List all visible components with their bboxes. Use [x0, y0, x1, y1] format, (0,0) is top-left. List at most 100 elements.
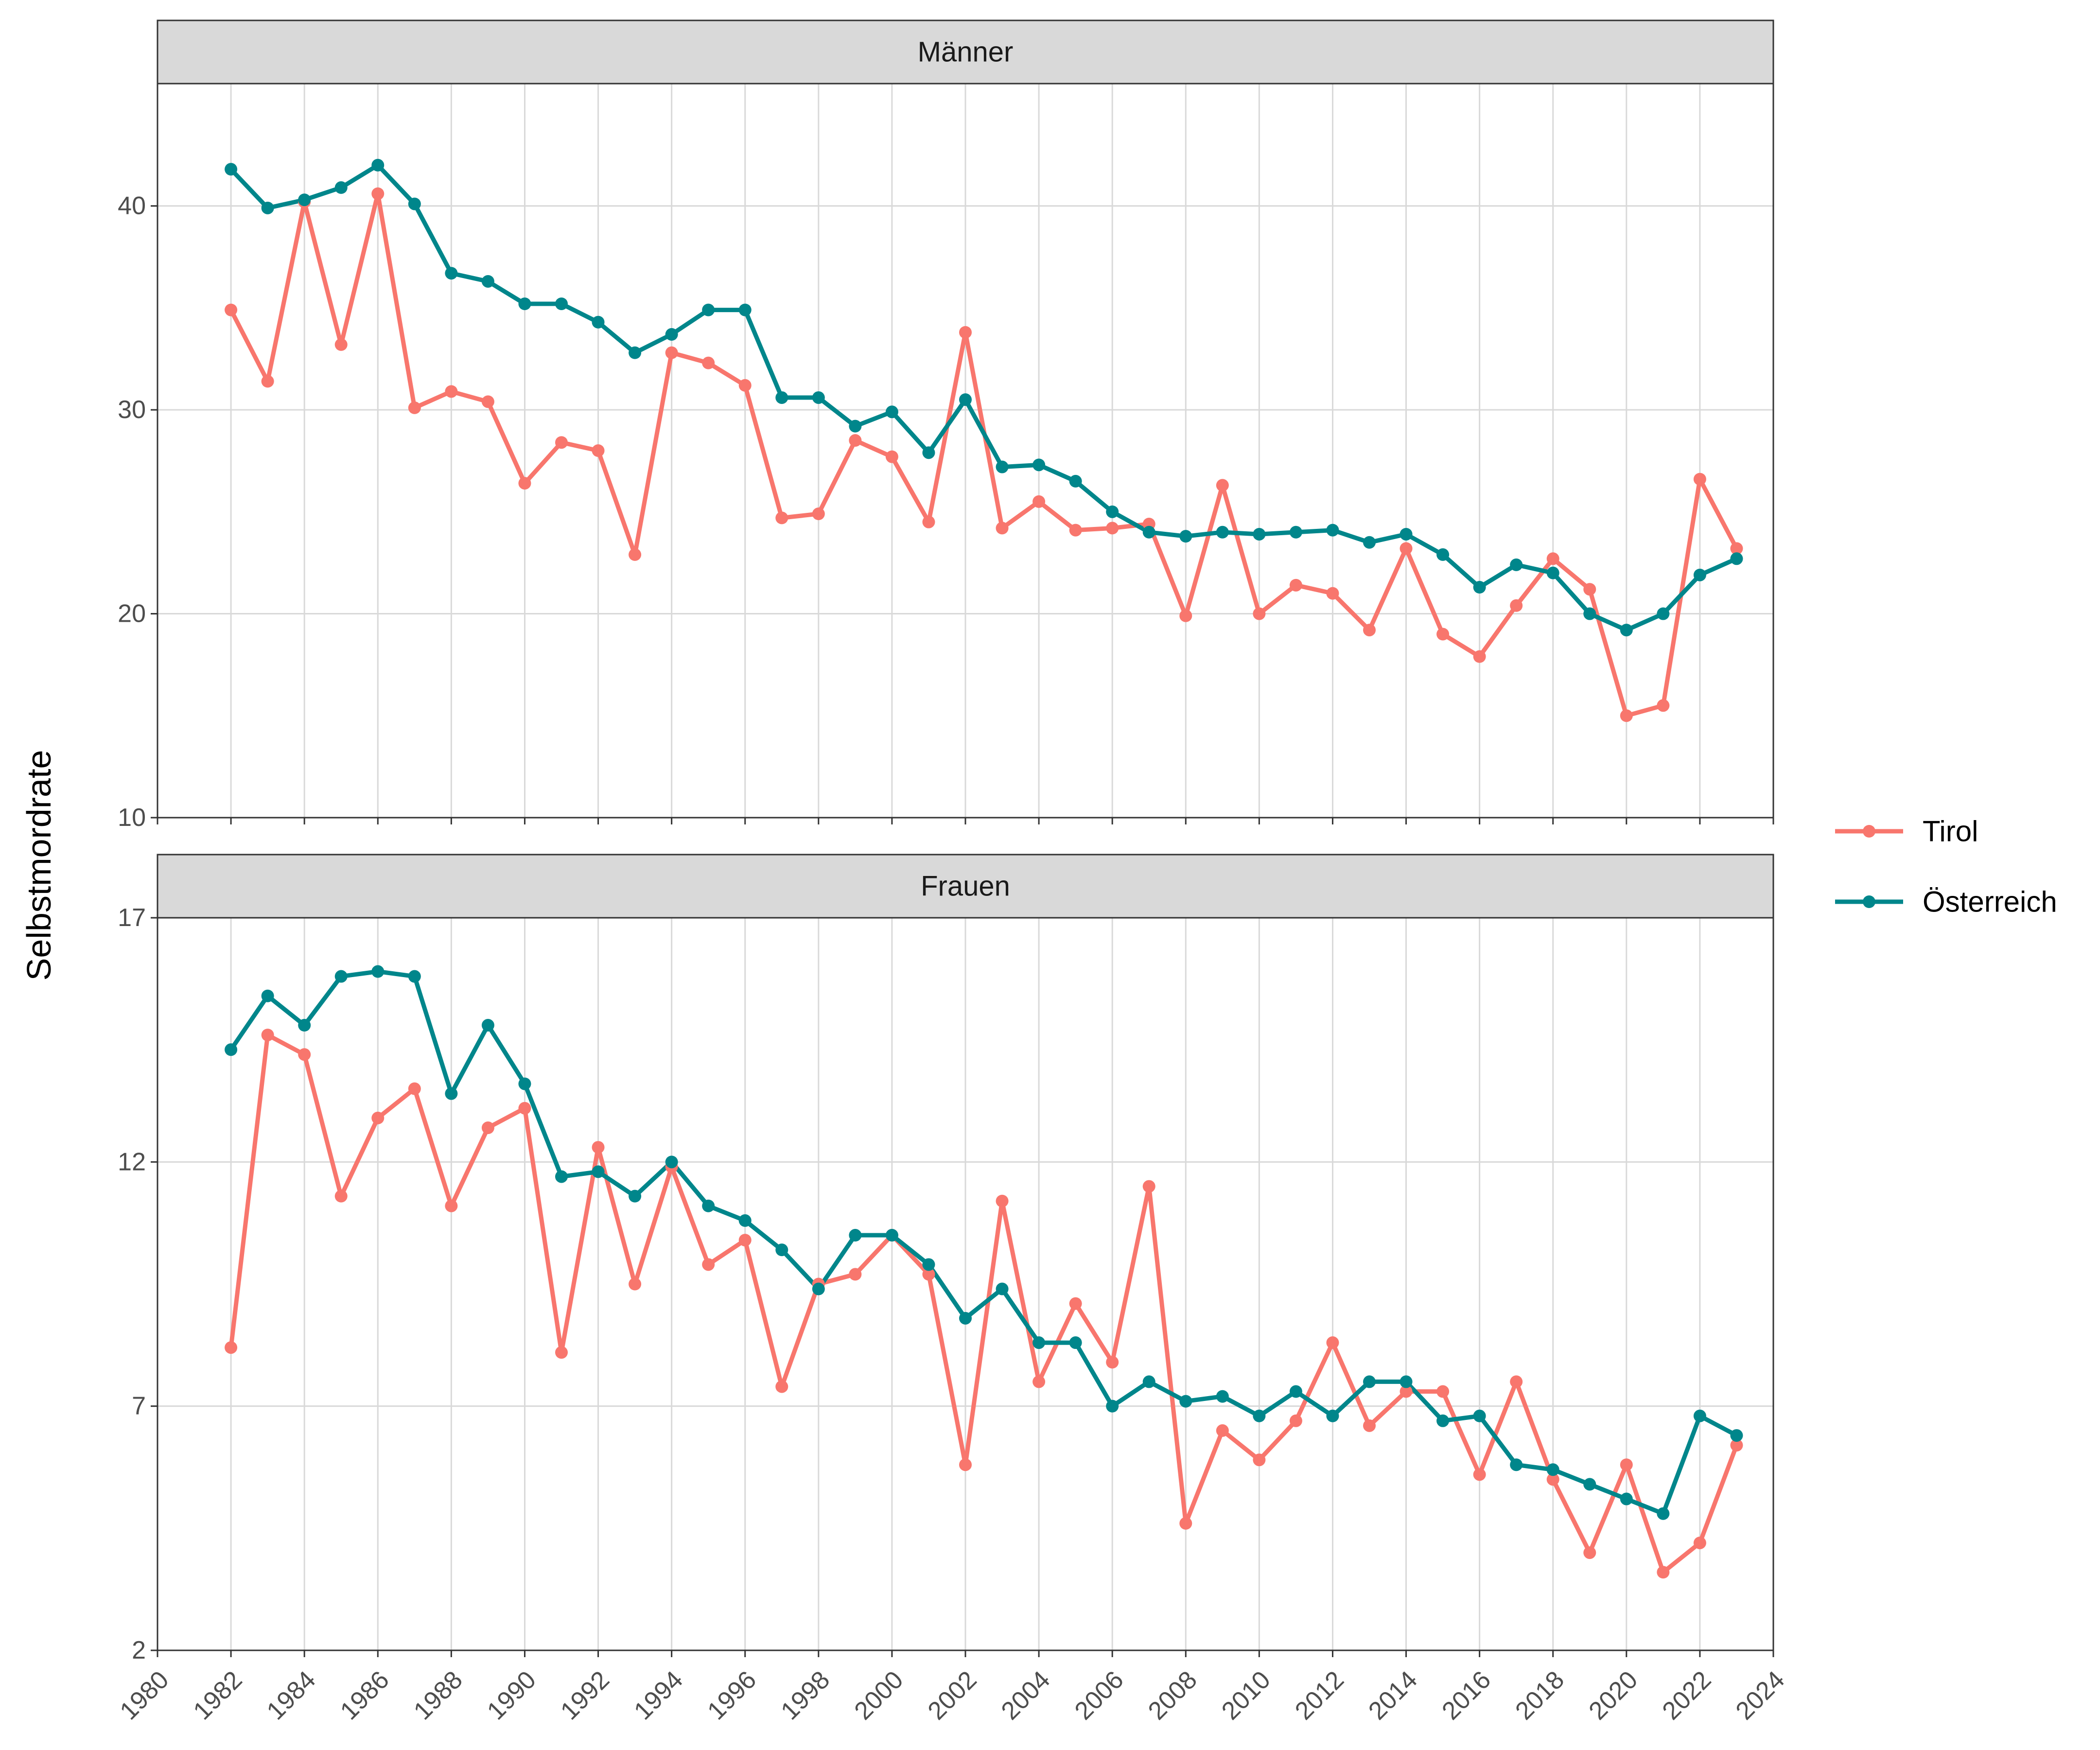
- data-point-tirol: [775, 511, 788, 525]
- data-point-oesterreich: [371, 158, 385, 172]
- data-point-tirol: [1473, 1468, 1486, 1481]
- data-point-oesterreich: [885, 1229, 898, 1242]
- legend-label-oesterreich: Österreich: [1923, 886, 2057, 918]
- data-point-oesterreich: [408, 197, 421, 210]
- data-point-oesterreich: [1142, 525, 1155, 539]
- data-point-tirol: [408, 401, 421, 414]
- x-tick-label: 1996: [702, 1665, 762, 1725]
- data-point-oesterreich: [261, 989, 274, 1002]
- x-tick-label: 2016: [1436, 1665, 1496, 1725]
- legend: Tirol Österreich: [1835, 815, 2057, 918]
- data-point-tirol: [1730, 1439, 1743, 1452]
- data-point-oesterreich: [738, 303, 752, 316]
- x-tick-label: 1992: [555, 1665, 615, 1725]
- data-point-oesterreich: [1253, 527, 1266, 541]
- data-point-oesterreich: [1583, 607, 1596, 620]
- data-point-oesterreich: [922, 446, 935, 459]
- data-point-tirol: [1326, 1336, 1339, 1349]
- data-point-tirol: [1216, 479, 1229, 492]
- x-tick-label: 2000: [849, 1665, 909, 1725]
- data-point-tirol: [555, 436, 568, 449]
- panel-maenner: Männer 10 20 30 40: [118, 19, 1774, 832]
- data-point-tirol: [481, 395, 494, 408]
- data-point-tirol: [518, 477, 531, 490]
- data-point-tirol: [1179, 1517, 1192, 1530]
- data-point-oesterreich: [1032, 458, 1046, 472]
- data-point-tirol: [1069, 1297, 1082, 1310]
- x-tick-label: 1984: [262, 1665, 321, 1725]
- data-point-tirol: [298, 1048, 311, 1061]
- x-tick-label: 2008: [1143, 1665, 1203, 1725]
- data-point-oesterreich: [1657, 607, 1670, 620]
- data-point-tirol: [922, 1268, 935, 1281]
- data-point-oesterreich: [1179, 530, 1192, 543]
- data-point-oesterreich: [665, 328, 678, 341]
- data-point-oesterreich: [225, 163, 238, 176]
- data-point-tirol: [1253, 1453, 1266, 1467]
- panel-frauen: Frauen 2 7 12 17: [118, 854, 1774, 1664]
- data-point-oesterreich: [371, 965, 385, 978]
- data-point-tirol: [629, 548, 642, 561]
- strip-maenner: [157, 19, 1774, 85]
- x-tick-label: 1980: [115, 1665, 175, 1725]
- data-point-tirol: [592, 1141, 605, 1154]
- x-tick-label: 2014: [1363, 1665, 1423, 1725]
- y-axis-maenner: 10 20 30 40: [118, 192, 158, 832]
- data-point-tirol: [261, 1029, 274, 1042]
- data-point-oesterreich: [1546, 1463, 1559, 1476]
- x-tick-label: 1982: [188, 1665, 248, 1725]
- data-point-oesterreich: [1179, 1395, 1192, 1408]
- data-point-oesterreich: [555, 298, 568, 310]
- data-point-oesterreich: [996, 460, 1009, 473]
- series-lines-frauen: [228, 969, 1739, 1575]
- data-point-oesterreich: [1363, 1375, 1376, 1388]
- x-tick-label: 2010: [1216, 1665, 1276, 1725]
- data-point-tirol: [959, 1458, 972, 1471]
- series-line-oesterreich: [228, 163, 1739, 632]
- data-point-oesterreich: [812, 391, 825, 404]
- legend-label-tirol: Tirol: [1923, 815, 1978, 848]
- y-tick-label: 12: [118, 1148, 146, 1176]
- x-tick-label: 2002: [923, 1665, 982, 1725]
- series-line-tirol: [228, 1032, 1739, 1575]
- data-point-oesterreich: [1400, 1375, 1413, 1388]
- data-point-oesterreich: [1583, 1478, 1596, 1491]
- strip-frauen: [157, 854, 1774, 919]
- data-point-tirol: [1620, 709, 1633, 722]
- data-point-oesterreich: [775, 391, 788, 404]
- data-point-tirol: [1216, 1424, 1229, 1437]
- series-points-maenner: [225, 158, 1743, 722]
- y-tick-label: 10: [118, 804, 146, 832]
- data-point-tirol: [1179, 609, 1192, 622]
- data-point-oesterreich: [1546, 566, 1559, 579]
- data-point-oesterreich: [1142, 1375, 1155, 1388]
- y-tick-label: 20: [118, 600, 146, 628]
- data-point-oesterreich: [1069, 1336, 1082, 1349]
- data-point-tirol: [1400, 542, 1413, 555]
- data-point-oesterreich: [1510, 1458, 1523, 1471]
- data-point-oesterreich: [481, 1019, 494, 1032]
- data-point-oesterreich: [1400, 527, 1413, 541]
- data-point-oesterreich: [702, 1199, 715, 1212]
- x-tick-label: 2012: [1290, 1665, 1349, 1725]
- data-point-tirol: [1583, 1546, 1596, 1559]
- data-point-tirol: [1693, 1536, 1706, 1549]
- data-point-oesterreich: [1436, 1414, 1450, 1427]
- data-point-tirol: [334, 1190, 348, 1203]
- data-point-oesterreich: [1069, 474, 1082, 488]
- data-point-oesterreich: [225, 1043, 238, 1056]
- x-tick-label: 2006: [1069, 1665, 1129, 1725]
- data-point-oesterreich: [1216, 525, 1229, 539]
- data-point-oesterreich: [922, 1258, 935, 1271]
- data-point-tirol: [334, 338, 348, 351]
- data-point-oesterreich: [1730, 552, 1743, 565]
- data-point-tirol: [1289, 1414, 1302, 1427]
- data-point-tirol: [371, 1111, 385, 1124]
- data-point-tirol: [812, 508, 825, 521]
- data-point-oesterreich: [959, 393, 972, 406]
- data-point-oesterreich: [518, 298, 531, 310]
- legend-key-point-oesterreich: [1863, 895, 1875, 908]
- data-point-oesterreich: [1326, 1409, 1339, 1422]
- data-point-tirol: [1436, 628, 1450, 641]
